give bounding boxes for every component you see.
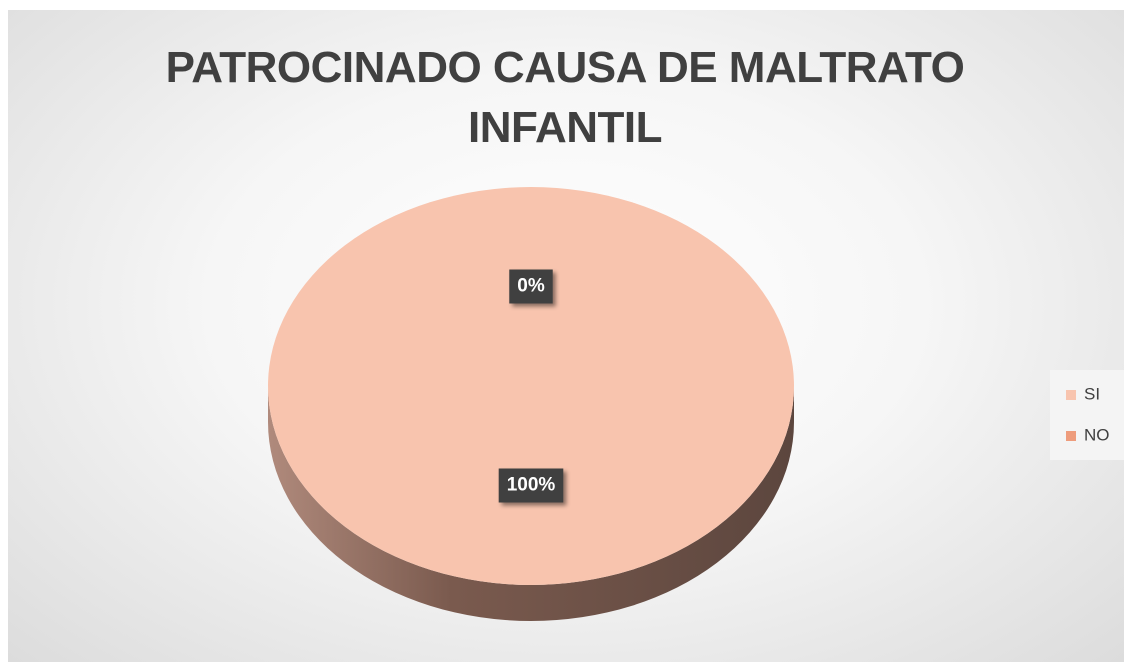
legend-box <box>1050 370 1124 460</box>
legend-label: NO <box>1084 425 1110 444</box>
legend-swatch <box>1066 390 1076 400</box>
data-label: 100% <box>507 475 556 496</box>
legend-label: SI <box>1084 384 1100 403</box>
data-label-box <box>509 269 553 304</box>
pie-slice <box>268 187 794 585</box>
pie-side <box>268 386 794 621</box>
legend-swatch <box>1066 431 1076 441</box>
chart-title: PATROCINADO CAUSA DE MALTRATO INFANTIL <box>165 43 965 152</box>
data-label-box <box>498 468 564 503</box>
data-label: 0% <box>517 276 545 297</box>
